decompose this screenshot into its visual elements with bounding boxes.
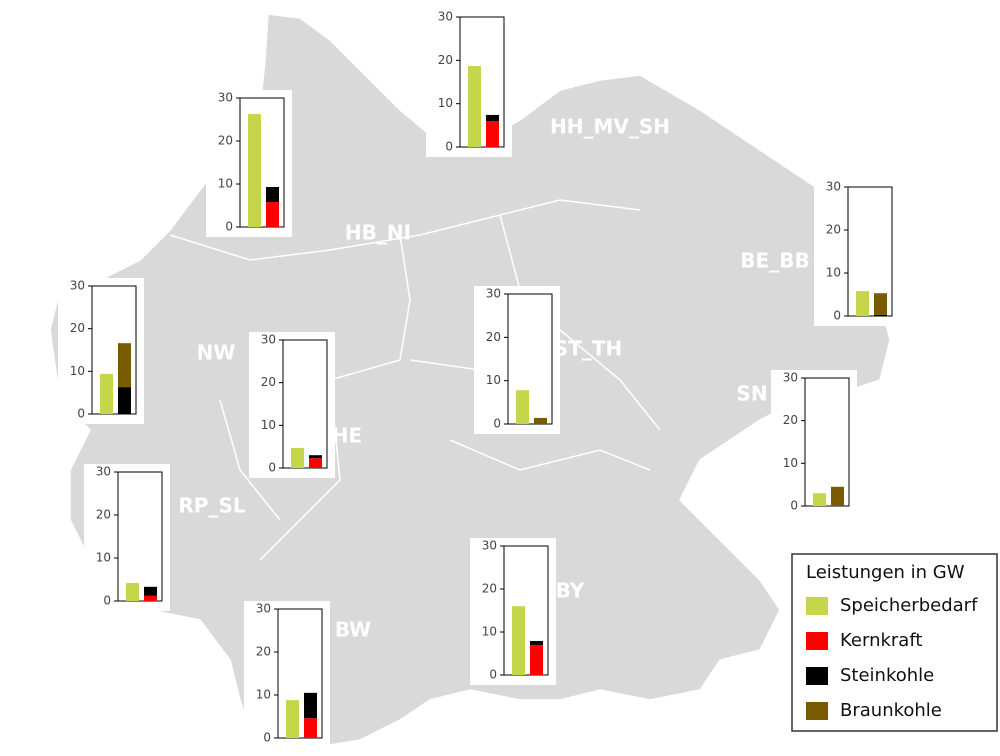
bar xyxy=(813,493,826,506)
legend-label: Braunkohle xyxy=(840,700,942,721)
bar-segment xyxy=(118,387,131,414)
region-label: HB_NI xyxy=(345,221,411,245)
bar xyxy=(100,373,113,414)
y-tick-label: 20 xyxy=(486,330,501,344)
bar-segment xyxy=(874,293,887,315)
region-label: BE_BB xyxy=(740,249,809,273)
legend-swatch xyxy=(806,702,828,720)
region-label: HE xyxy=(332,424,362,448)
y-tick-label: 10 xyxy=(826,266,841,280)
region-label: NW xyxy=(197,341,236,365)
plot-frame xyxy=(804,377,850,507)
y-tick-label: 20 xyxy=(96,508,111,522)
region-label: BW xyxy=(335,618,371,642)
bar-segment xyxy=(530,644,543,675)
plot-frame xyxy=(277,608,323,739)
y-tick-label: 20 xyxy=(482,582,497,596)
plot-frame xyxy=(239,97,285,228)
legend-swatch xyxy=(806,632,828,650)
legend-title: Leistungen in GW xyxy=(806,562,965,583)
y-tick-label: 20 xyxy=(261,375,276,389)
y-tick-label: 10 xyxy=(783,456,798,470)
y-tick-label: 0 xyxy=(489,668,497,682)
y-tick-label: 20 xyxy=(438,53,453,67)
bar-segment xyxy=(118,343,131,388)
bar-segment xyxy=(266,202,279,227)
region-label: RP_SL xyxy=(178,494,245,518)
y-tick-label: 0 xyxy=(268,461,276,475)
y-tick-label: 20 xyxy=(256,645,271,659)
bar-segment xyxy=(530,641,543,645)
y-tick-label: 0 xyxy=(225,220,233,234)
bar-segment xyxy=(874,314,887,316)
bar-segment xyxy=(266,187,279,203)
legend-label: Steinkohle xyxy=(840,665,934,686)
y-tick-label: 20 xyxy=(70,321,85,335)
bar xyxy=(516,390,529,424)
plot-frame xyxy=(503,545,549,676)
bar-segment xyxy=(144,595,157,601)
y-tick-label: 0 xyxy=(445,140,453,154)
legend-label: Kernkraft xyxy=(840,630,922,651)
y-tick-label: 0 xyxy=(103,594,111,608)
bar-segment xyxy=(304,718,317,738)
y-tick-label: 30 xyxy=(826,180,841,194)
bar xyxy=(248,113,261,227)
bar-segment xyxy=(486,121,499,147)
y-tick-label: 30 xyxy=(70,279,85,293)
bar xyxy=(286,700,299,738)
legend-swatch xyxy=(806,597,828,615)
bar-segment xyxy=(534,417,547,424)
y-tick-label: 10 xyxy=(218,177,233,191)
y-tick-label: 30 xyxy=(96,465,111,479)
region-label: HH_MV_SH xyxy=(550,115,670,139)
y-tick-label: 30 xyxy=(256,602,271,616)
region-label: ST_TH xyxy=(554,337,622,361)
y-tick-label: 0 xyxy=(77,407,85,421)
bar-segment xyxy=(304,692,317,719)
y-tick-label: 10 xyxy=(96,551,111,565)
bar xyxy=(291,447,304,468)
plot-frame xyxy=(91,285,137,415)
y-tick-label: 30 xyxy=(218,91,233,105)
plot-frame xyxy=(847,186,893,317)
bar-segment xyxy=(144,586,157,596)
y-tick-label: 10 xyxy=(482,625,497,639)
y-tick-label: 30 xyxy=(482,539,497,553)
y-tick-label: 0 xyxy=(263,731,271,745)
y-tick-label: 10 xyxy=(256,688,271,702)
plot-frame xyxy=(459,16,505,148)
y-tick-label: 30 xyxy=(486,287,501,301)
y-tick-label: 0 xyxy=(790,499,798,513)
y-tick-label: 10 xyxy=(438,96,453,110)
bar-segment xyxy=(309,458,322,468)
y-tick-label: 10 xyxy=(70,364,85,378)
bar-segment xyxy=(309,455,322,459)
bar xyxy=(126,582,139,601)
y-tick-label: 30 xyxy=(783,371,798,385)
bar xyxy=(856,291,869,316)
y-tick-label: 30 xyxy=(438,10,453,24)
y-tick-label: 30 xyxy=(261,333,276,347)
y-tick-label: 0 xyxy=(493,417,501,431)
bar xyxy=(512,606,525,675)
y-tick-label: 20 xyxy=(218,134,233,148)
plot-frame xyxy=(117,471,163,602)
region-label: SN xyxy=(736,382,767,406)
plot-frame xyxy=(507,293,553,425)
legend-swatch xyxy=(806,667,828,685)
bar xyxy=(468,65,481,147)
y-tick-label: 10 xyxy=(486,373,501,387)
bar-segment xyxy=(831,486,844,506)
y-tick-label: 20 xyxy=(826,223,841,237)
region-label: BY xyxy=(556,579,585,603)
y-tick-label: 0 xyxy=(833,309,841,323)
y-tick-label: 20 xyxy=(783,413,798,427)
bar-segment xyxy=(486,114,499,121)
plot-frame xyxy=(282,339,328,469)
y-tick-label: 10 xyxy=(261,418,276,432)
legend-label: Speicherbedarf xyxy=(840,595,978,616)
